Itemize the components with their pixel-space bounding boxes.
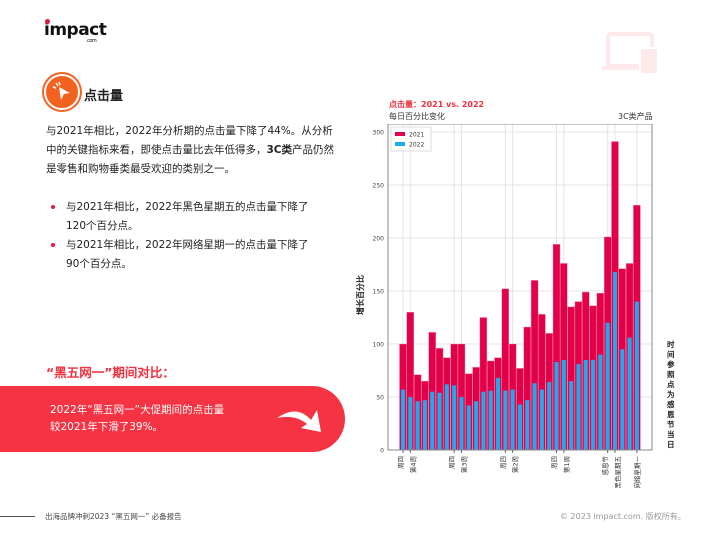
bar-2022	[415, 401, 420, 450]
curved-arrow-icon	[277, 410, 321, 432]
bar-2022	[437, 392, 442, 450]
footer-divider	[0, 516, 35, 517]
bullet-list: 与2021年相比，2022年黑色星期五的点击量下降了120个百分点。 与2021…	[46, 198, 316, 274]
laptop-phone-icon	[602, 32, 659, 74]
bar-2022	[496, 377, 501, 450]
legend-label: 2022	[409, 142, 424, 149]
bar-2022	[583, 359, 588, 450]
bar-2022	[517, 404, 522, 450]
bar-2022	[401, 389, 405, 450]
y-tick-label: 200	[373, 236, 385, 243]
bar-2022	[532, 383, 537, 450]
bar-2022	[605, 322, 610, 450]
x-tick-label: 网络星期一	[632, 456, 641, 489]
bar-2022	[539, 389, 544, 450]
bar-2022	[503, 390, 508, 450]
bullet-item: 与2021年相比，2022年网络星期一的点击量下降了90个百分点。	[51, 236, 316, 274]
bar-2022	[554, 362, 559, 450]
bar-2022	[620, 349, 625, 450]
footer-report-title: 出海品牌冲刺2023 “黑五网一” 必备报告	[45, 512, 182, 521]
x-tick-label: 周四	[397, 456, 405, 469]
bullet-item: 与2021年相比，2022年黑色星期五的点击量下降了120个百分点。	[51, 198, 316, 236]
bar-2022	[481, 391, 486, 450]
x-tick-label: 周四	[499, 456, 507, 469]
bar-2022	[474, 401, 479, 450]
bar-2022	[444, 384, 449, 450]
x-tick-label: 周四	[551, 456, 559, 469]
bar-2022	[408, 397, 413, 450]
bar-2022	[525, 400, 530, 450]
bar-2022	[591, 359, 596, 450]
y-tick-label: 50	[376, 395, 384, 402]
comparison-banner: 2022年“黑五网一”大促期间的点击量 较2021年下滑了39%。	[0, 386, 345, 452]
x-tick-label: 周四	[448, 456, 456, 469]
bar-2022	[627, 337, 632, 450]
impact-logo: impact .com	[44, 19, 107, 44]
chart-subtitle: 每日百分比变化	[389, 112, 445, 121]
bar-2022	[422, 400, 427, 450]
bar-2022	[547, 382, 552, 450]
bar-2022	[598, 354, 603, 450]
chart-title: 点击量：2021 vs. 2022	[389, 100, 485, 109]
legend-swatch	[395, 132, 405, 136]
intro-section: 与2021年相比，2022年分析期的点击量下降了44%。从分析中的关键指标来看，…	[46, 122, 338, 274]
x-tick-label: 感恩节	[601, 456, 610, 476]
x-tick-label: 第4周	[408, 456, 417, 473]
y-tick-label: 0	[380, 448, 384, 455]
plot-frame	[387, 124, 653, 451]
y-tick-label: 300	[373, 130, 385, 137]
banner-line: 2022年“黑五网一”大促期间的点击量	[50, 404, 225, 416]
x-tick-label: 第2周	[511, 456, 520, 473]
y-tick-label: 100	[373, 342, 385, 349]
bar-2022	[459, 397, 464, 450]
y-tick-label: 150	[373, 289, 385, 296]
bar-2022	[634, 301, 639, 450]
bar-2022	[430, 391, 435, 450]
banner-line: 较2021年下滑了39%。	[50, 421, 164, 433]
bar-2022	[466, 405, 471, 450]
bar-2022	[561, 359, 566, 450]
intro-paragraph: 与2021年相比，2022年分析期的点击量下降了44%。从分析中的关键指标来看，…	[46, 125, 335, 175]
x-tick-label: 第1周	[562, 456, 571, 473]
bar-2022	[576, 364, 581, 450]
reference-note: 时间参照点为感恩节当日	[667, 340, 675, 449]
bar-2022	[510, 389, 515, 450]
bar-2022	[488, 390, 493, 450]
legend-label: 2021	[409, 132, 424, 139]
cursor-click-icon	[44, 74, 80, 110]
bar-2022	[452, 385, 457, 450]
comparison-title: “黑五网一”期间对比：	[46, 365, 175, 380]
chart-category-label: 3C类产品	[618, 112, 653, 121]
legend-swatch	[395, 142, 405, 146]
bar-2022	[612, 271, 617, 450]
copyright: © 2023 impact.com. 版权所有。	[560, 512, 686, 521]
legend-box	[390, 126, 432, 152]
section-title: 点击量	[84, 89, 124, 104]
bar-2022	[569, 381, 574, 450]
x-tick-label: 黑色星期五	[613, 456, 622, 489]
x-tick-label: 第3周	[459, 456, 468, 473]
y-tick-label: 250	[373, 183, 385, 190]
